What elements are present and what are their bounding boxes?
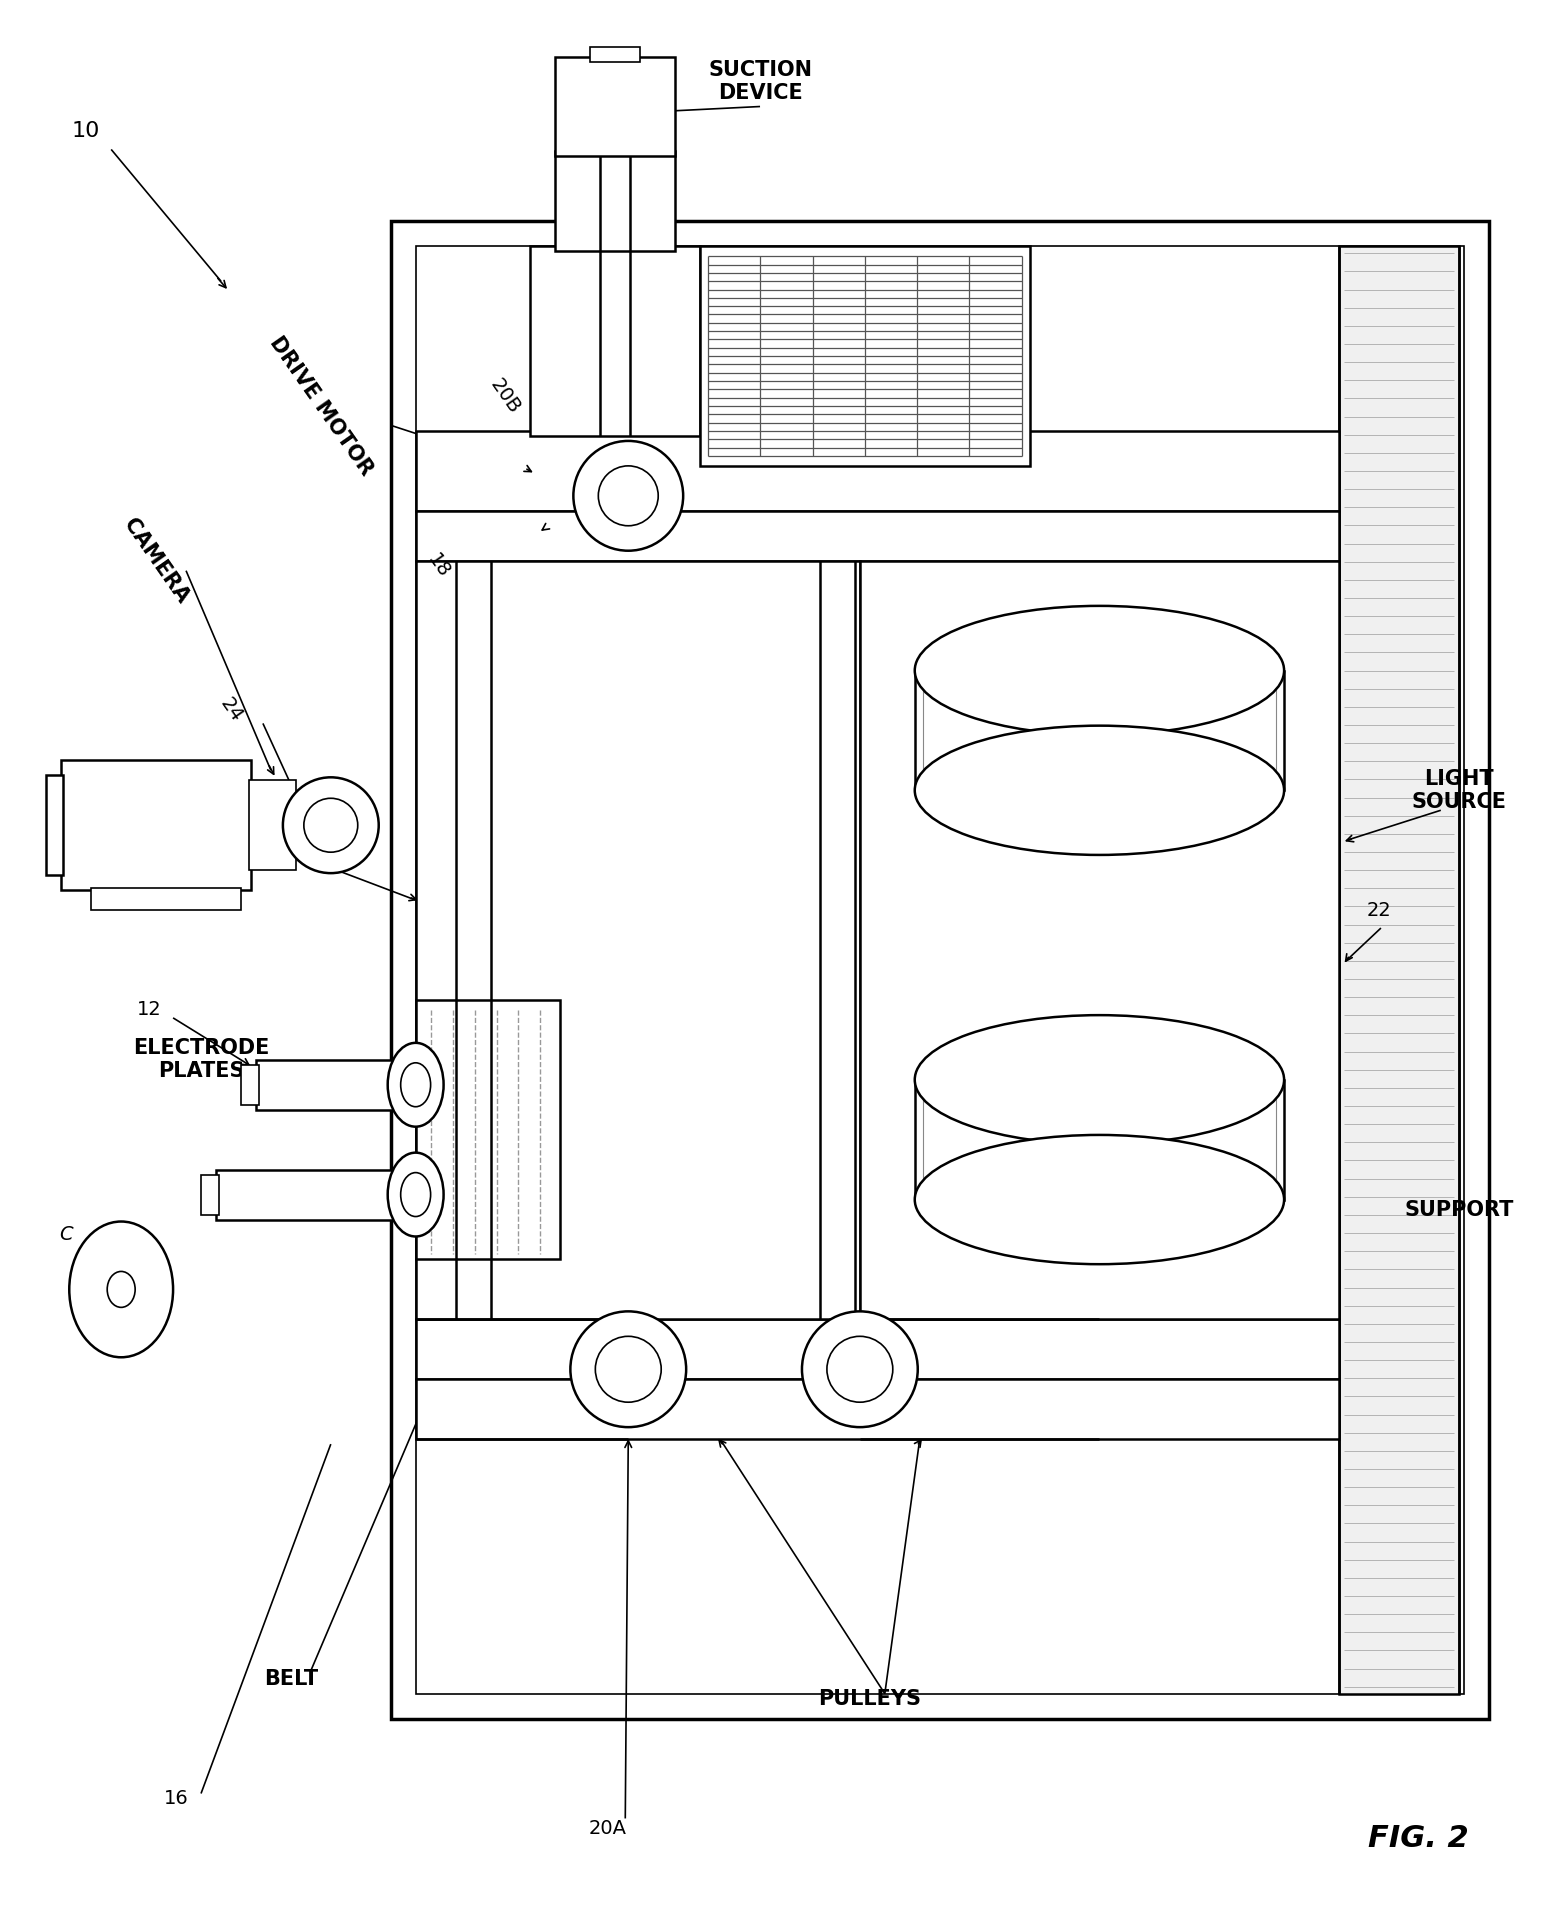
Text: FIG. 2: FIG. 2 bbox=[1369, 1823, 1470, 1854]
Circle shape bbox=[573, 441, 684, 551]
Text: 26: 26 bbox=[598, 267, 623, 286]
Bar bbox=[556, 151, 676, 252]
Text: PULLEYS: PULLEYS bbox=[819, 1690, 922, 1709]
Bar bbox=[416, 561, 859, 1320]
Text: DRIVE MOTOR: DRIVE MOTOR bbox=[265, 332, 377, 479]
Ellipse shape bbox=[916, 1015, 1285, 1144]
Text: F: F bbox=[380, 1085, 391, 1104]
Text: 12: 12 bbox=[137, 1001, 162, 1020]
Bar bbox=[255, 1060, 416, 1110]
Bar bbox=[859, 561, 1339, 1320]
Bar bbox=[1339, 246, 1459, 1693]
Bar bbox=[416, 246, 1464, 1693]
Ellipse shape bbox=[916, 1135, 1285, 1264]
Bar bbox=[416, 431, 1339, 511]
Text: 20A: 20A bbox=[589, 1819, 626, 1838]
Bar bbox=[92, 889, 241, 910]
Ellipse shape bbox=[107, 1272, 135, 1308]
Bar bbox=[47, 776, 64, 875]
Text: CAMERA: CAMERA bbox=[120, 515, 193, 606]
Bar bbox=[556, 57, 676, 156]
Bar bbox=[416, 999, 561, 1259]
Circle shape bbox=[595, 1337, 662, 1402]
Circle shape bbox=[827, 1337, 892, 1402]
Bar bbox=[416, 1379, 1339, 1440]
Ellipse shape bbox=[69, 1222, 173, 1358]
Bar bbox=[241, 1064, 258, 1104]
Text: ELECTRODE
PLATES: ELECTRODE PLATES bbox=[132, 1037, 269, 1081]
Bar bbox=[391, 221, 1488, 1718]
Bar bbox=[531, 246, 701, 437]
Bar bbox=[916, 671, 1285, 789]
Text: 22: 22 bbox=[1367, 900, 1392, 919]
Ellipse shape bbox=[400, 1173, 431, 1217]
Ellipse shape bbox=[916, 727, 1285, 854]
Bar bbox=[916, 1079, 1285, 1200]
Bar bbox=[216, 1169, 416, 1219]
Bar bbox=[701, 246, 1029, 465]
Text: 16: 16 bbox=[163, 1789, 188, 1808]
Text: LIGHT
SOURCE: LIGHT SOURCE bbox=[1411, 769, 1506, 812]
Circle shape bbox=[802, 1312, 917, 1426]
Ellipse shape bbox=[388, 1043, 444, 1127]
Circle shape bbox=[598, 465, 659, 526]
Ellipse shape bbox=[916, 606, 1285, 734]
Text: BELT: BELT bbox=[263, 1669, 318, 1690]
Text: 20B: 20B bbox=[487, 376, 525, 418]
Bar bbox=[416, 1320, 1339, 1379]
Text: SUPPORT: SUPPORT bbox=[1404, 1200, 1513, 1220]
Bar bbox=[61, 761, 251, 891]
Circle shape bbox=[283, 778, 378, 873]
Circle shape bbox=[570, 1312, 687, 1426]
Ellipse shape bbox=[400, 1062, 431, 1106]
Text: SUCTION
DEVICE: SUCTION DEVICE bbox=[708, 59, 813, 103]
Bar bbox=[581, 122, 651, 156]
Text: C: C bbox=[59, 1224, 73, 1243]
Text: 24: 24 bbox=[216, 694, 246, 727]
Text: 10: 10 bbox=[72, 122, 100, 141]
Bar bbox=[416, 511, 1339, 561]
Bar bbox=[249, 780, 296, 870]
Bar bbox=[590, 46, 640, 61]
Text: 18: 18 bbox=[424, 549, 453, 582]
Text: 14A: 14A bbox=[177, 801, 215, 820]
Ellipse shape bbox=[388, 1152, 444, 1236]
Bar bbox=[201, 1175, 220, 1215]
Circle shape bbox=[304, 799, 358, 852]
